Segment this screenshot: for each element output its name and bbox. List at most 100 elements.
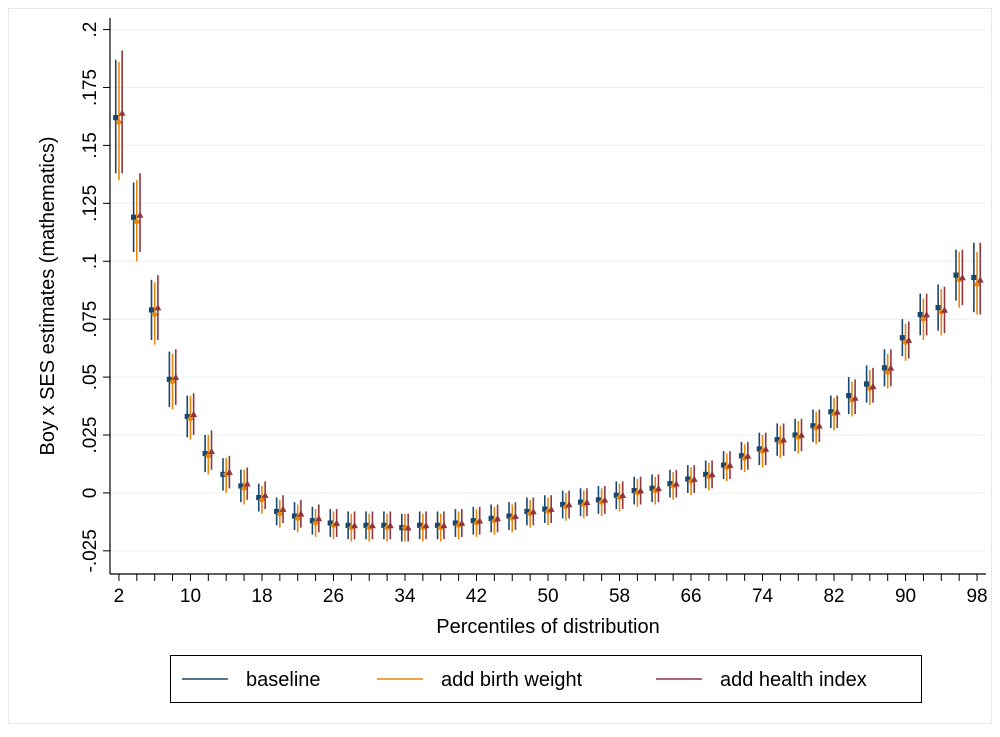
point-marker (655, 484, 662, 492)
x-axis-label: Percentiles of distribution (436, 616, 659, 638)
point-marker (118, 109, 126, 116)
x-tick-label: 10 (180, 586, 201, 607)
point-marker (601, 496, 609, 503)
point-marker (685, 476, 691, 482)
point-marker (971, 274, 977, 281)
point-marker (846, 393, 852, 399)
point-marker (256, 494, 262, 501)
point-marker (113, 115, 119, 121)
x-tick-label: 66 (680, 586, 701, 607)
point-marker (131, 214, 137, 220)
point-marker (184, 413, 190, 420)
point-marker (708, 470, 716, 478)
point-marker (798, 431, 805, 438)
x-tick-label: 82 (823, 586, 844, 607)
point-marker (297, 510, 305, 517)
x-tick-label: 98 (966, 586, 987, 607)
point-marker (148, 307, 155, 313)
point-marker (869, 382, 877, 390)
point-marker (726, 461, 734, 468)
x-tick-label: 34 (394, 586, 416, 607)
point-marker (920, 315, 927, 323)
x-tick-label: 50 (537, 586, 558, 607)
point-marker (238, 483, 244, 489)
x-tick-label: 18 (251, 586, 272, 607)
point-marker (923, 310, 931, 318)
point-marker (494, 514, 501, 522)
point-marker (577, 499, 584, 505)
x-tick-label: 74 (752, 586, 774, 607)
point-marker (565, 500, 573, 508)
point-marker (115, 118, 123, 126)
point-marker (828, 409, 834, 415)
legend-label-birth-weight: add birth weight (441, 669, 583, 691)
point-marker (649, 485, 655, 491)
point-marker (279, 505, 287, 512)
y-tick-label: .2 (80, 22, 101, 38)
point-marker (327, 520, 333, 526)
series-group (113, 50, 984, 542)
point-marker (243, 480, 251, 487)
point-marker (333, 519, 341, 526)
point-marker (166, 376, 172, 382)
point-marker (690, 475, 698, 482)
series-0 (113, 59, 977, 542)
point-marker (935, 304, 941, 311)
point-marker (810, 423, 816, 429)
point-marker (208, 447, 215, 455)
point-marker (458, 519, 466, 526)
point-marker (833, 408, 841, 415)
point-marker (294, 515, 302, 522)
point-marker (899, 335, 905, 341)
point-marker (187, 415, 194, 423)
point-marker (744, 452, 752, 459)
point-marker (488, 515, 494, 521)
point-marker (631, 488, 637, 494)
point-marker (958, 273, 966, 281)
y-tick-label: .175 (80, 69, 101, 106)
y-tick-label: .15 (80, 132, 101, 158)
point-marker (274, 508, 280, 515)
point-marker (884, 369, 892, 376)
x-tick-label: 42 (466, 586, 487, 607)
point-marker (240, 484, 248, 492)
point-marker (291, 513, 298, 519)
point-marker (476, 517, 484, 524)
point-marker (172, 373, 180, 380)
y-axis-label: Boy x SES estimates (mathematics) (37, 137, 59, 456)
point-marker (542, 506, 548, 512)
legend-box (170, 655, 922, 703)
point-marker (386, 521, 394, 529)
point-marker (547, 505, 555, 512)
point-marker (133, 218, 141, 226)
point-marker (417, 522, 423, 528)
y-tick-label: 0 (80, 488, 101, 499)
point-marker (703, 471, 709, 477)
point-marker (351, 521, 358, 529)
point-marker (887, 364, 895, 371)
point-marker (470, 518, 476, 524)
point-marker (154, 303, 162, 311)
point-marker (452, 520, 459, 526)
point-marker (774, 437, 780, 443)
y-tick-label: .05 (80, 364, 101, 390)
point-marker (955, 276, 963, 284)
point-marker (583, 498, 591, 505)
point-marker (637, 487, 644, 494)
point-marker (276, 510, 284, 518)
point-marker (381, 522, 387, 528)
point-marker (976, 276, 984, 283)
point-marker (434, 522, 441, 528)
point-marker (261, 491, 269, 499)
point-marker (780, 436, 788, 443)
y-tick-label: .125 (80, 185, 101, 222)
point-marker (369, 521, 376, 529)
point-marker (941, 306, 948, 313)
point-marker (202, 450, 208, 457)
legend: baseline add birth weight add health ind… (170, 655, 922, 703)
tick-labels: -.025 0 .025 .05 .075 .1 .125 .15 .175 .2 2 10 18 26 3… (80, 22, 988, 607)
point-marker (851, 394, 859, 401)
point-marker (363, 522, 369, 528)
point-marker (404, 524, 412, 531)
